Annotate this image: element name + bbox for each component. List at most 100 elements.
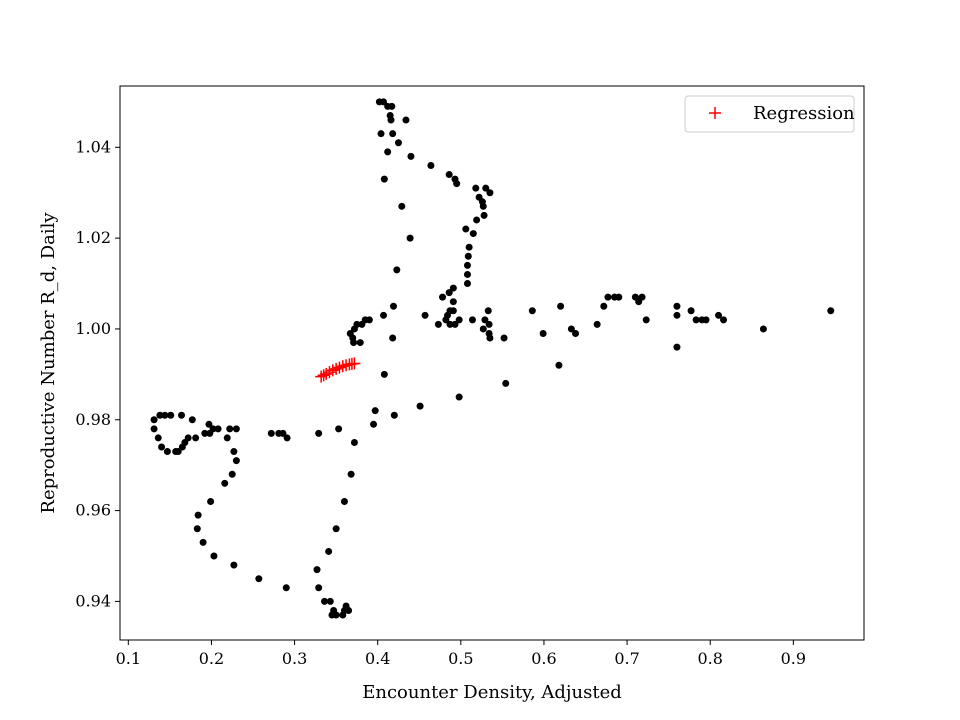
data-point [282, 584, 290, 592]
data-point [377, 130, 385, 138]
data-point [393, 266, 401, 274]
data-point [557, 302, 565, 310]
data-point [207, 498, 215, 505]
data-point [347, 470, 355, 478]
y-tick-label: 0.96 [75, 501, 111, 520]
data-point [150, 416, 158, 424]
data-point [702, 316, 710, 324]
regression-point [317, 369, 330, 382]
data-point [473, 216, 481, 224]
data-point [384, 148, 392, 156]
data-point [267, 429, 275, 437]
data-point [465, 243, 473, 251]
data-point [468, 316, 476, 324]
data-point [228, 470, 236, 478]
data-point [230, 561, 238, 569]
data-point [402, 116, 410, 124]
data-point [390, 411, 398, 419]
data-point [230, 448, 238, 456]
data-point [194, 511, 202, 519]
data-point [638, 293, 646, 301]
data-point [463, 261, 471, 269]
data-point [335, 425, 343, 433]
x-tick-label: 0.7 [614, 649, 639, 668]
data-point [358, 320, 366, 328]
data-point [555, 361, 563, 369]
data-point [398, 202, 406, 210]
data-point [715, 311, 723, 319]
data-point [642, 316, 650, 324]
x-axis: 0.1 0.2 0.3 0.4 0.5 0.6 0.7 0.8 0.9 [116, 640, 806, 668]
data-point [342, 602, 350, 610]
data-point [427, 161, 435, 169]
data-point [827, 307, 835, 315]
data-point [315, 429, 323, 437]
data-point [320, 597, 328, 605]
data-point [279, 429, 287, 437]
data-point [455, 316, 463, 324]
data-point [481, 316, 489, 324]
data-point [154, 434, 162, 442]
data-point [356, 339, 364, 347]
x-tick-label: 0.1 [116, 649, 141, 668]
data-point [502, 379, 510, 387]
data-point [439, 293, 447, 301]
data-point [479, 325, 487, 333]
data-point [205, 420, 213, 428]
data-point [567, 325, 575, 333]
data-point [167, 411, 175, 419]
data-point [315, 584, 323, 592]
data-point [201, 429, 209, 437]
data-point [720, 316, 728, 324]
data-point [469, 230, 477, 238]
data-point [446, 320, 454, 328]
y-tick-label: 1.02 [75, 228, 111, 247]
data-point [453, 180, 461, 188]
plot-frame [119, 85, 865, 641]
data-point [332, 611, 340, 619]
data-point [486, 334, 494, 342]
y-tick-label: 0.98 [75, 410, 111, 429]
regression-point [315, 370, 328, 383]
data-point [226, 425, 234, 433]
y-tick-label: 1.04 [75, 137, 111, 156]
data-point [394, 139, 402, 147]
data-point [221, 479, 229, 487]
data-point [406, 234, 414, 242]
data-point [332, 525, 340, 533]
y-tick-label: 0.94 [75, 591, 111, 610]
data-point [223, 434, 231, 442]
data-point [615, 293, 623, 301]
data-point [193, 525, 201, 533]
data-point [687, 307, 695, 315]
data-point [500, 334, 508, 342]
data-point [158, 443, 166, 451]
data-point [445, 171, 453, 179]
data-point [572, 329, 580, 337]
data-point [199, 538, 207, 546]
data-point [161, 411, 169, 419]
x-tick-label: 0.9 [781, 649, 806, 668]
data-point [434, 320, 442, 328]
data-point [455, 393, 463, 401]
legend-label-regression: Regression [753, 103, 855, 124]
data-point [485, 320, 493, 328]
data-point [479, 202, 487, 210]
data-point [178, 411, 186, 419]
data-point [486, 189, 494, 197]
data-point [283, 434, 291, 442]
data-point [156, 411, 164, 419]
data-point [163, 448, 171, 456]
data-point [593, 320, 601, 328]
data-point [463, 270, 471, 278]
data-point [539, 329, 547, 337]
data-point [407, 152, 415, 160]
data-point [214, 425, 222, 433]
data-point [232, 457, 240, 465]
legend-marker-regression [709, 107, 721, 119]
data-point [178, 443, 186, 451]
data-point [232, 425, 240, 433]
data-point [350, 339, 358, 347]
data-point [150, 425, 158, 433]
